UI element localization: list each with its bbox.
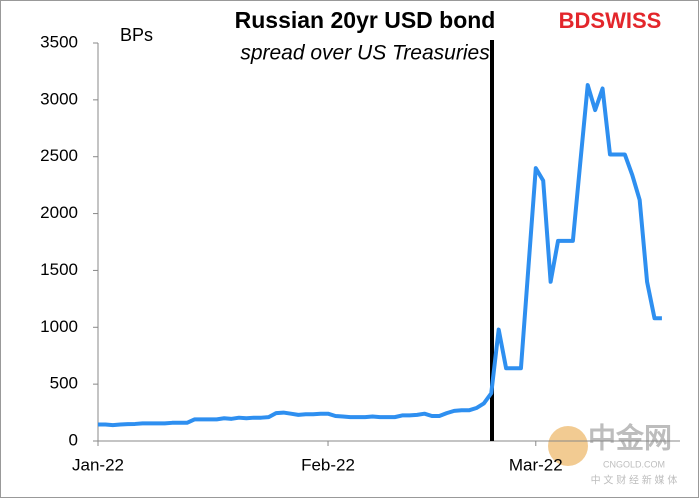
y-tick-label: 500 (50, 374, 78, 393)
y-tick-label: 1500 (40, 260, 78, 279)
y-tick-label: 3000 (40, 89, 78, 108)
watermark-icon (548, 426, 588, 466)
watermark-tagline: 中 文 财 经 新 媒 体 (591, 474, 678, 487)
x-tick-label: Jan-22 (72, 455, 124, 474)
y-tick-label: 2500 (40, 146, 78, 165)
x-tick-label: Feb-22 (301, 455, 355, 474)
y-axis-label: BPs (120, 25, 153, 45)
y-tick-label: 2000 (40, 203, 78, 222)
x-tick-label: Mar-22 (509, 455, 563, 474)
data-line (98, 83, 662, 428)
y-tick-label: 3500 (40, 32, 78, 51)
watermark-name: 中金网 (588, 421, 672, 453)
watermark: 中金网 CNGOLD.COM 中 文 财 经 新 媒 体 (548, 421, 678, 487)
y-tick-label: 1000 (40, 317, 78, 336)
watermark-site: CNGOLD.COM (603, 459, 665, 469)
chart-title: Russian 20yr USD bond (235, 7, 496, 33)
logo: BDSWISS (559, 8, 662, 33)
y-tick-label: 0 (69, 430, 78, 449)
chart-subtitle: spread over US Treasuries (240, 42, 490, 65)
